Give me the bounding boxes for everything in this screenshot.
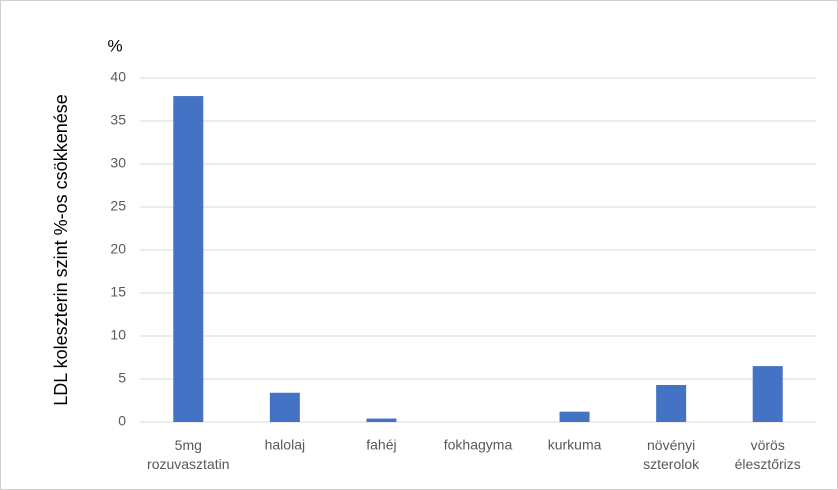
bar: [656, 385, 687, 422]
bar: [269, 392, 300, 422]
x-tick-label: 5mg rozuvasztatin: [147, 437, 229, 472]
y-unit: %: [107, 36, 122, 55]
x-tick-label: vörös élesztőrizs: [735, 437, 801, 472]
bar: [173, 96, 204, 422]
y-tick-label: 40: [110, 69, 126, 85]
x-tick-label: kurkuma: [548, 437, 602, 453]
x-tick-label: fokhagyma: [444, 437, 513, 453]
y-tick-label: 25: [110, 198, 126, 214]
x-tick-label: növényi szterolok: [643, 437, 700, 472]
bar: [366, 418, 397, 422]
y-tick-label: 5: [118, 370, 126, 386]
x-tick-label: halolaj: [265, 437, 305, 453]
y-tick-label: 15: [110, 284, 126, 300]
bar: [559, 411, 590, 422]
y-tick-label: 0: [118, 413, 126, 429]
y-tick-label: 35: [110, 112, 126, 128]
y-tick-label: 10: [110, 327, 126, 343]
y-tick-label: 20: [110, 241, 126, 257]
y-tick-label: 30: [110, 155, 126, 171]
x-tick-label: fahéj: [366, 437, 396, 453]
y-axis-title: LDL koleszterin szint %-os csökkenése: [51, 94, 71, 405]
bar: [752, 366, 783, 422]
